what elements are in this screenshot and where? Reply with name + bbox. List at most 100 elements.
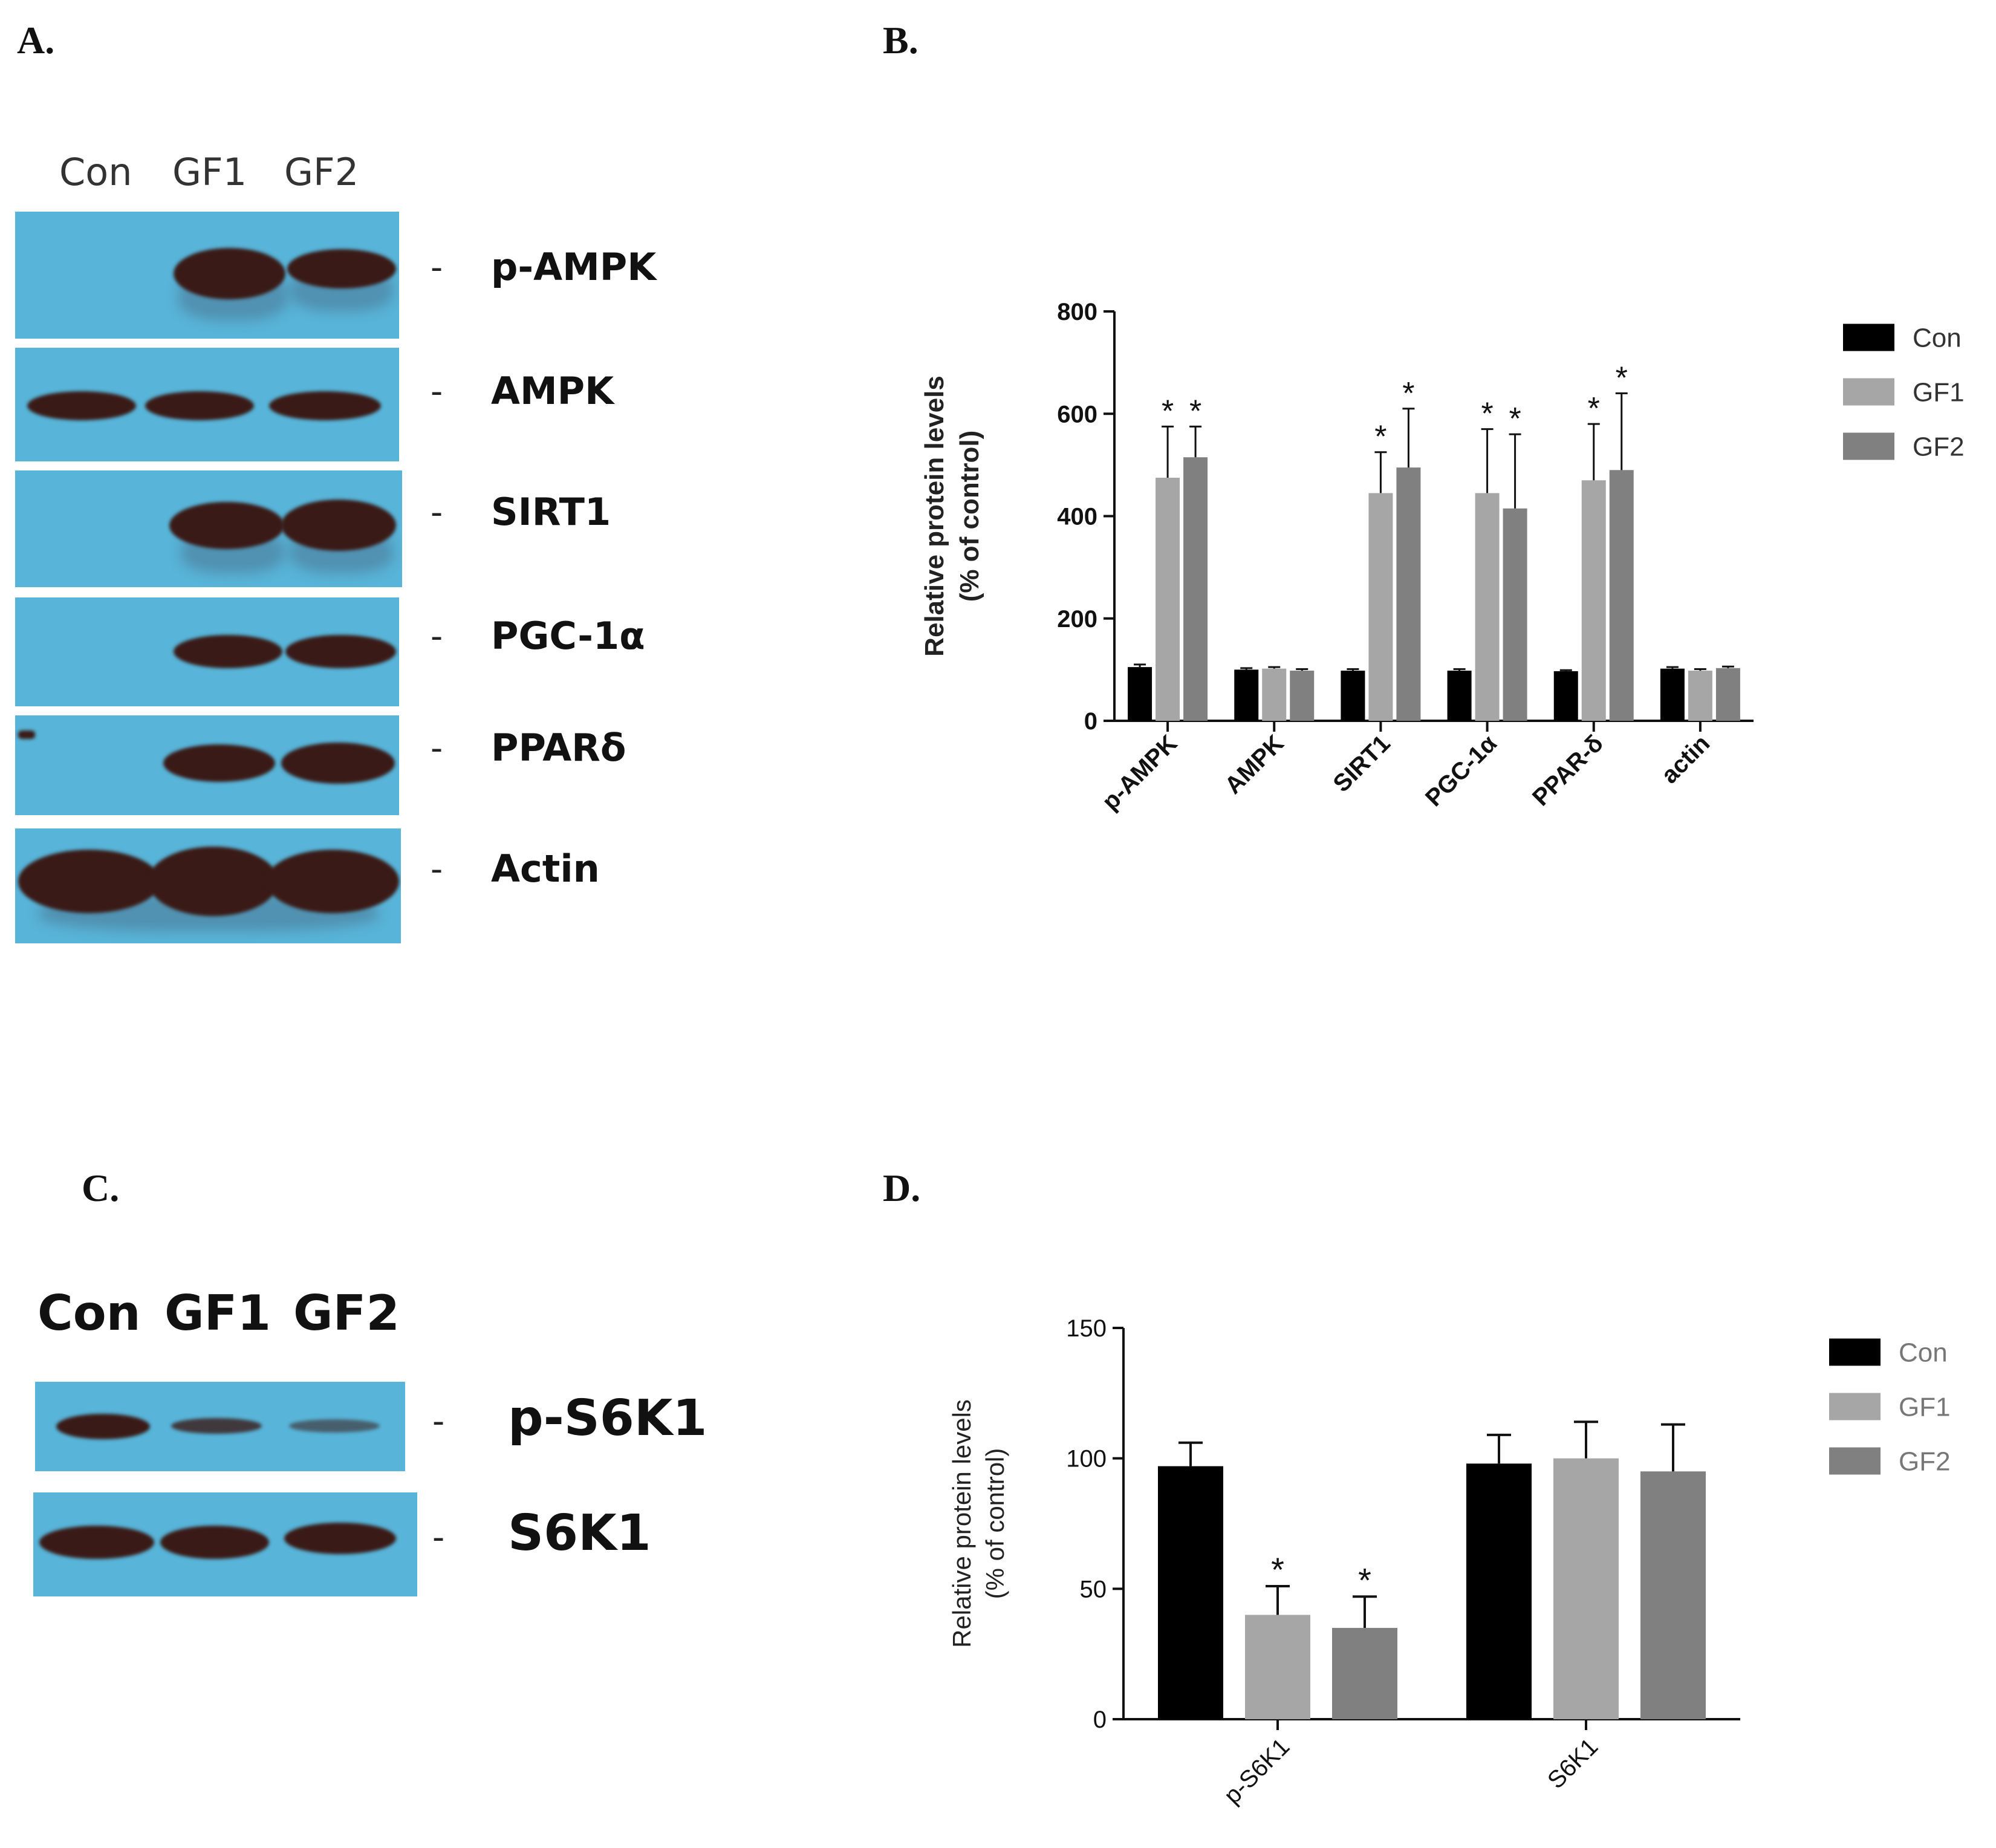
significance-marker: * [1162,394,1174,429]
protein-dash: - [431,617,443,656]
bar [1715,668,1740,721]
bar [1156,478,1180,721]
protein-label-s6k1: S6K1 [508,1505,651,1562]
x-tick-label: PGC-1α [1420,730,1502,812]
x-tick-label: PPAR-δ [1527,730,1608,811]
band-con [18,850,160,913]
significance-marker: * [1189,394,1201,429]
bar [1581,480,1606,721]
band-con [56,1414,150,1439]
protein-dash: - [431,372,443,411]
bar [1341,671,1365,721]
blot-strip-s6k1 [33,1492,417,1596]
bar [1503,508,1527,721]
significance-marker: * [1402,376,1414,411]
protein-label-ppard: PPARδ [491,726,626,770]
y-tick-label: 0 [1084,708,1097,735]
band-speck [18,730,35,739]
legend-label: Con [1913,323,1962,353]
protein-label-p-s6k1: p-S6K1 [508,1390,707,1447]
bar [1128,667,1152,721]
bar [1660,668,1685,721]
legend-label: GF1 [1913,377,1965,407]
bar [1475,493,1500,721]
lane-label-gf1: GF1 [164,1285,271,1341]
protein-dash: - [432,1518,445,1557]
band-con [39,1526,154,1559]
band-con [27,391,136,420]
protein-dash: - [431,493,443,532]
legend-swatch [1843,378,1894,406]
bar [1290,671,1315,721]
bar [1368,493,1393,721]
blot-strip-ampk [15,348,399,461]
bar [1396,467,1421,721]
band-gf2 [285,635,396,668]
y-tick-label: 200 [1057,606,1097,633]
x-tick-label: p-AMPK [1097,730,1182,815]
bar [1447,671,1472,721]
y-axis-label: Relative protein levels [920,376,949,657]
legend-swatch [1843,324,1894,351]
protein-dash: - [432,1402,445,1441]
lane-label-gf2: GF2 [293,1285,400,1341]
protein-label-sirt1: SIRT1 [491,490,611,534]
panel-label-d: D. [883,1166,921,1209]
lane-label-gf2: GF2 [284,150,359,194]
band-gf2 [287,249,396,288]
y-tick-label: 400 [1057,504,1097,530]
band-gf2 [289,1419,380,1433]
panel-label-c: C. [82,1166,120,1209]
lane-label-con: Con [37,1285,141,1341]
significance-marker: * [1374,420,1386,455]
band-gf2 [281,743,395,784]
bar [1553,671,1578,721]
protein-dash: - [431,850,443,889]
x-tick-label: SIRT1 [1328,730,1396,797]
band-gf1 [171,1418,262,1434]
panel-label-b: B. [883,19,918,62]
band-gf1 [148,847,278,916]
band-gf2 [266,850,399,913]
y-tick-label: 600 [1057,401,1097,428]
protein-label-p-ampk: p-AMPK [491,245,657,289]
blot-strip-pgc1a [15,597,399,706]
legend-label: GF2 [1913,432,1965,461]
blot-strip-p-s6k1 [35,1382,405,1471]
blot-strip-actin [15,828,401,943]
band-gf1 [169,502,284,549]
bar [1609,470,1634,721]
blot-strip-p-ampk [15,212,399,339]
x-tick-label: actin [1656,730,1715,789]
blot-strip-ppard [15,715,399,815]
protein-label-pgc1a: PGC-1α [491,614,645,658]
legend-swatch [1843,432,1894,460]
significance-marker: * [1616,360,1628,395]
y-axis-label: (% of control) [955,431,984,602]
band-gf1 [174,635,282,668]
lane-label-con: Con [59,150,132,194]
y-tick-label: 800 [1057,299,1097,325]
lane-label-gf1: GF1 [172,150,247,194]
band-gf2 [281,499,396,551]
significance-marker: * [1588,391,1600,426]
panel-label-a: A. [17,19,55,62]
band-gf1 [160,1526,269,1559]
blot-strip-sirt1 [15,470,402,587]
protein-label-actin: Actin [491,847,600,891]
band-gf2 [269,391,381,420]
protein-label-ampk: AMPK [491,369,614,413]
x-tick-label: AMPK [1220,730,1289,799]
protein-dash: - [431,729,443,768]
band-gf1 [145,391,254,420]
band-gf2 [284,1523,396,1554]
bar [1262,668,1287,721]
bar [1183,457,1208,721]
protein-dash: - [431,248,443,287]
significance-marker: * [1509,402,1521,437]
band-gf1 [163,744,275,782]
significance-marker: * [1481,397,1493,432]
band-gf1 [174,248,285,299]
bar [1234,669,1259,721]
